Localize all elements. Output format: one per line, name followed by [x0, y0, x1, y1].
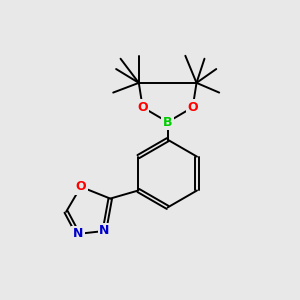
Text: B: B [163, 116, 172, 128]
Text: N: N [99, 224, 110, 238]
Text: N: N [73, 227, 83, 240]
Text: O: O [137, 101, 148, 114]
Text: O: O [76, 180, 86, 193]
Text: O: O [188, 101, 198, 114]
